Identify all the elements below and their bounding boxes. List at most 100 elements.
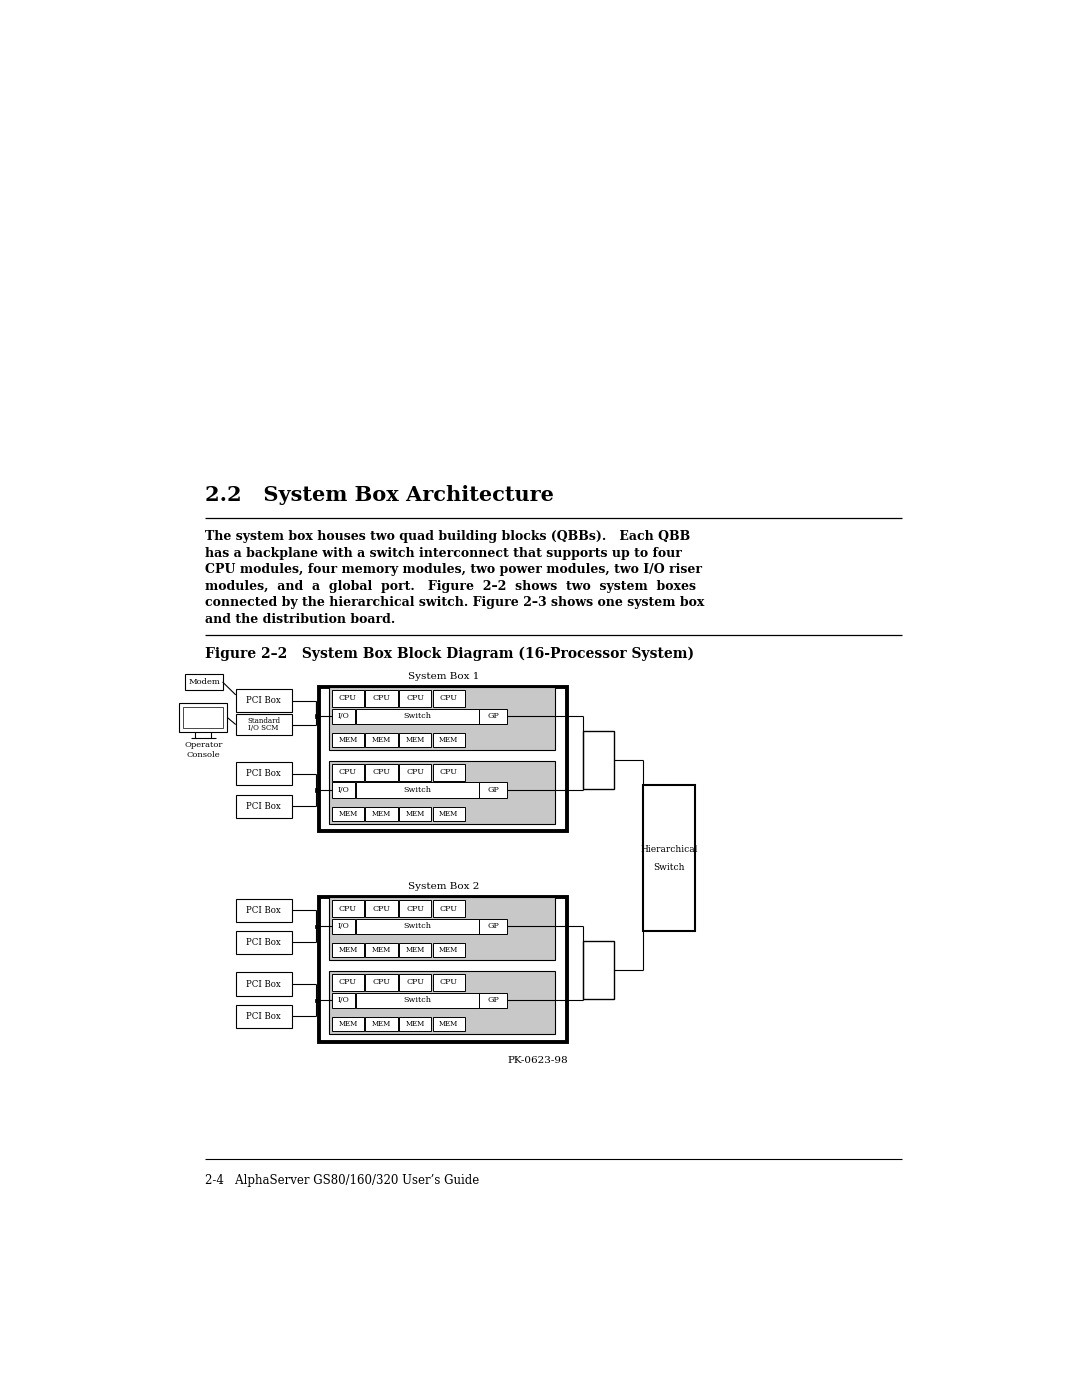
Bar [432, 900, 464, 916]
Text: Standard: Standard [247, 717, 280, 725]
Text: Figure 2–2   System Box Block Diagram (16-Processor System): Figure 2–2 System Box Block Diagram (16-… [205, 647, 693, 661]
Bar [356, 708, 478, 724]
Bar [399, 807, 431, 820]
Bar [365, 690, 397, 707]
Text: CPU: CPU [373, 905, 391, 912]
Bar [186, 673, 222, 690]
Bar [583, 731, 613, 789]
Text: MEM: MEM [338, 1020, 357, 1028]
Text: CPU: CPU [339, 694, 356, 703]
Text: CPU: CPU [440, 978, 458, 986]
Bar [328, 897, 555, 960]
Bar [399, 764, 431, 781]
Text: MEM: MEM [338, 946, 357, 954]
Text: CPU: CPU [339, 905, 356, 912]
Bar [332, 708, 355, 724]
Text: MEM: MEM [338, 736, 357, 745]
Text: CPU: CPU [373, 978, 391, 986]
Bar [235, 898, 292, 922]
Text: PCI Box: PCI Box [246, 696, 281, 705]
Bar [235, 1004, 292, 1028]
Text: The system box houses two quad building blocks (QBBs).   Each QBB: The system box houses two quad building … [205, 529, 690, 543]
Text: GP: GP [487, 712, 499, 719]
Text: modules,  and  a  global  port.   Figure  2–2  shows  two  system  boxes: modules, and a global port. Figure 2–2 s… [205, 580, 696, 592]
Bar [332, 782, 355, 798]
Text: I/O: I/O [338, 922, 350, 930]
Text: MEM: MEM [438, 810, 458, 817]
Bar [365, 764, 397, 781]
Text: I/O: I/O [338, 712, 350, 719]
Bar [583, 942, 613, 999]
Text: System Box 1: System Box 1 [408, 672, 480, 682]
Text: CPU: CPU [406, 694, 424, 703]
Bar [332, 900, 364, 916]
Text: Operator: Operator [184, 742, 222, 749]
Bar [328, 971, 555, 1034]
Bar [399, 733, 431, 746]
Text: CPU modules, four memory modules, two power modules, two I/O riser: CPU modules, four memory modules, two po… [205, 563, 702, 576]
Bar [235, 930, 292, 954]
Bar [320, 897, 567, 1042]
Text: PK-0623-98: PK-0623-98 [507, 1056, 568, 1065]
Text: Switch: Switch [404, 922, 432, 930]
Text: PCI Box: PCI Box [246, 770, 281, 778]
Text: PCI Box: PCI Box [246, 905, 281, 915]
Bar [399, 1017, 431, 1031]
Text: MEM: MEM [372, 1020, 391, 1028]
Bar [432, 943, 464, 957]
Bar [332, 943, 364, 957]
Text: connected by the hierarchical switch. Figure 2–3 shows one system box: connected by the hierarchical switch. Fi… [205, 597, 704, 609]
Text: CPU: CPU [339, 768, 356, 777]
Bar [643, 785, 696, 932]
Bar [332, 974, 364, 990]
Bar [332, 690, 364, 707]
Text: MEM: MEM [372, 810, 391, 817]
Text: MEM: MEM [372, 946, 391, 954]
Text: I/O SCM: I/O SCM [248, 725, 279, 732]
Bar [235, 972, 292, 996]
Text: 2-4   AlphaServer GS80/160/320 User’s Guide: 2-4 AlphaServer GS80/160/320 User’s Guid… [205, 1173, 480, 1186]
Text: CPU: CPU [406, 768, 424, 777]
Bar [365, 807, 397, 820]
Bar [314, 925, 318, 928]
Bar [365, 943, 397, 957]
Text: CPU: CPU [406, 978, 424, 986]
Text: MEM: MEM [438, 1020, 458, 1028]
Text: PCI Box: PCI Box [246, 1011, 281, 1021]
Text: MEM: MEM [438, 736, 458, 745]
Text: MEM: MEM [338, 810, 357, 817]
Text: CPU: CPU [406, 905, 424, 912]
Text: System Box 2: System Box 2 [408, 883, 480, 891]
Text: PCI Box: PCI Box [246, 979, 281, 989]
Bar [320, 686, 567, 831]
Text: CPU: CPU [339, 978, 356, 986]
Text: MEM: MEM [405, 736, 424, 745]
Bar [332, 919, 355, 933]
Bar [328, 686, 555, 750]
Bar [365, 733, 397, 746]
Text: MEM: MEM [372, 736, 391, 745]
Bar [328, 760, 555, 824]
Bar [314, 788, 318, 792]
Bar [432, 1017, 464, 1031]
Bar [183, 707, 224, 728]
Bar [399, 943, 431, 957]
Bar [480, 782, 507, 798]
Text: I/O: I/O [338, 996, 350, 1004]
Text: Modem: Modem [188, 678, 220, 686]
Text: MEM: MEM [405, 946, 424, 954]
Bar [432, 733, 464, 746]
Bar [332, 1017, 364, 1031]
Text: PCI Box: PCI Box [246, 937, 281, 947]
Text: Switch: Switch [404, 712, 432, 719]
Bar [235, 689, 292, 712]
Text: 2.2   System Box Architecture: 2.2 System Box Architecture [205, 485, 554, 504]
Text: CPU: CPU [440, 694, 458, 703]
Bar [365, 900, 397, 916]
Bar [356, 993, 478, 1007]
Bar [235, 763, 292, 785]
Text: Switch: Switch [653, 863, 685, 872]
Text: Switch: Switch [404, 787, 432, 793]
Text: CPU: CPU [440, 905, 458, 912]
Bar [332, 993, 355, 1007]
